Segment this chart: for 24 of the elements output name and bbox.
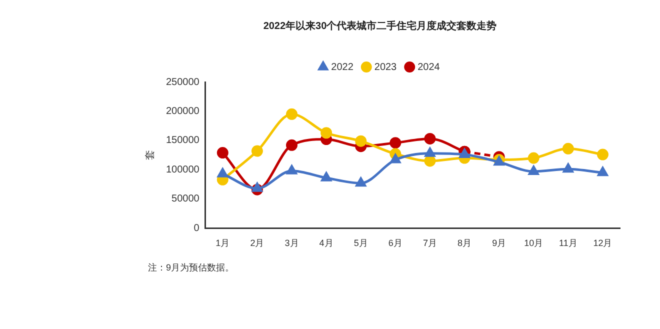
x-tick-label: 11月 [559, 238, 578, 248]
x-tick-label: 5月 [354, 238, 368, 248]
chart-title: 2022年以来30个代表城市二手住宅月度成交套数走势 [263, 20, 497, 32]
x-tick-label: 7月 [422, 238, 437, 248]
y-tick-label: 50000 [172, 194, 200, 205]
x-tick-label: 6月 [388, 238, 402, 248]
x-tick-label: 9月 [492, 238, 506, 248]
legend-label: 2024 [418, 62, 440, 73]
y-axis-title: 套 [144, 150, 156, 160]
y-tick-label: 150000 [166, 135, 200, 146]
y-tick-label: 100000 [166, 164, 200, 176]
x-tick-label: 3月 [284, 238, 299, 248]
text: 注：9月为预估数据。 [148, 262, 234, 272]
x-tick-label: 2月 [250, 238, 264, 248]
x-tick-label: 12月 [593, 238, 612, 248]
x-tick-label: 1月 [216, 238, 230, 248]
y-tick-label: 200000 [166, 106, 200, 117]
x-tick-label: 10月 [524, 238, 544, 248]
legend-label: 2022 [331, 62, 354, 73]
y-tick-label: 250000 [166, 76, 200, 88]
legend-label: 2023 [374, 62, 398, 73]
x-tick-label: 4月 [319, 238, 334, 248]
y-tick-label: 0 [194, 222, 200, 234]
x-tick-label: 8月 [458, 238, 472, 248]
